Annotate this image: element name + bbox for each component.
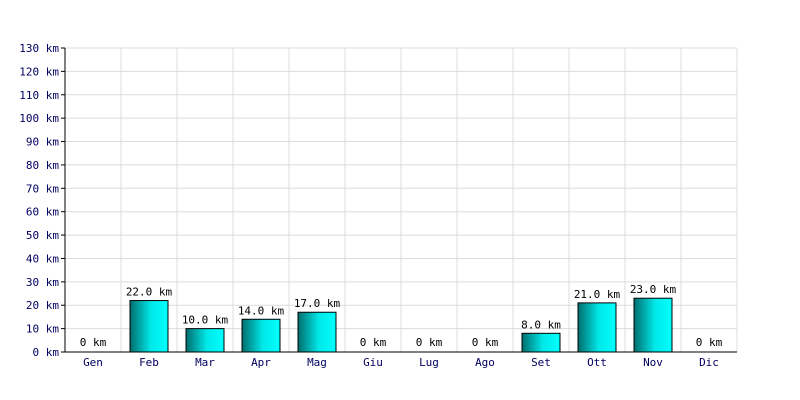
x-tick-label: Mar [195, 356, 215, 369]
y-tick-label: 20 km [26, 299, 59, 312]
data-label: 0 km [696, 336, 723, 349]
y-tick-label: 90 km [26, 136, 59, 149]
bars [129, 297, 673, 353]
axes [61, 47, 737, 353]
y-tick-label: 130 km [19, 42, 59, 55]
y-tick-label: 110 km [19, 89, 59, 102]
y-tick-label: 10 km [26, 323, 59, 336]
y-tick-label: 50 km [26, 229, 59, 242]
x-tick-label: Nov [643, 356, 663, 369]
x-tick-label: Ago [475, 356, 495, 369]
bar-ott [577, 302, 617, 353]
data-label: 0 km [80, 336, 107, 349]
data-label: 10.0 km [182, 314, 229, 327]
data-labels: 0 km 22.0 km 10.0 km 14.0 km 17.0 km 0 km 0 km… [80, 283, 723, 349]
bar-nov [633, 297, 673, 353]
x-tick-label: Mag [307, 356, 327, 369]
bar-set [521, 332, 561, 353]
y-axis-ticks: 0 km 10 km 20 km 30 km 40 km 50 km 60 km 70 km 8… [19, 42, 59, 359]
x-tick-label: Feb [139, 356, 159, 369]
x-tick-label: Ott [587, 356, 607, 369]
y-tick-label: 80 km [26, 159, 59, 172]
data-label: 14.0 km [238, 304, 285, 317]
y-tick-label: 0 km [33, 346, 60, 359]
x-tick-label: Giu [363, 356, 383, 369]
bar-feb [129, 300, 169, 353]
bar-apr [241, 318, 281, 353]
data-label: 0 km [472, 336, 499, 349]
y-tick-label: 70 km [26, 182, 59, 195]
data-label: 0 km [360, 336, 387, 349]
y-tick-label: 30 km [26, 276, 59, 289]
data-label: 21.0 km [574, 288, 621, 301]
bar-mag [297, 311, 337, 353]
data-label: 0 km [416, 336, 443, 349]
x-tick-label: Gen [83, 356, 103, 369]
x-tick-label: Dic [699, 356, 719, 369]
y-tick-label: 60 km [26, 206, 59, 219]
y-tick-label: 40 km [26, 252, 59, 265]
y-tick-label: 100 km [19, 112, 59, 125]
data-label: 17.0 km [294, 297, 341, 310]
x-tick-label: Lug [419, 356, 439, 369]
data-label: 22.0 km [126, 286, 173, 299]
x-tick-label: Apr [251, 356, 271, 369]
x-tick-label: Set [531, 356, 551, 369]
data-label: 8.0 km [521, 318, 561, 331]
data-label: 23.0 km [630, 283, 677, 296]
bar-mar [185, 328, 225, 353]
x-axis-ticks: Gen Feb Mar Apr Mag Giu Lug Ago Set Ott Nov Dic [83, 356, 719, 369]
y-tick-label: 120 km [19, 65, 59, 78]
